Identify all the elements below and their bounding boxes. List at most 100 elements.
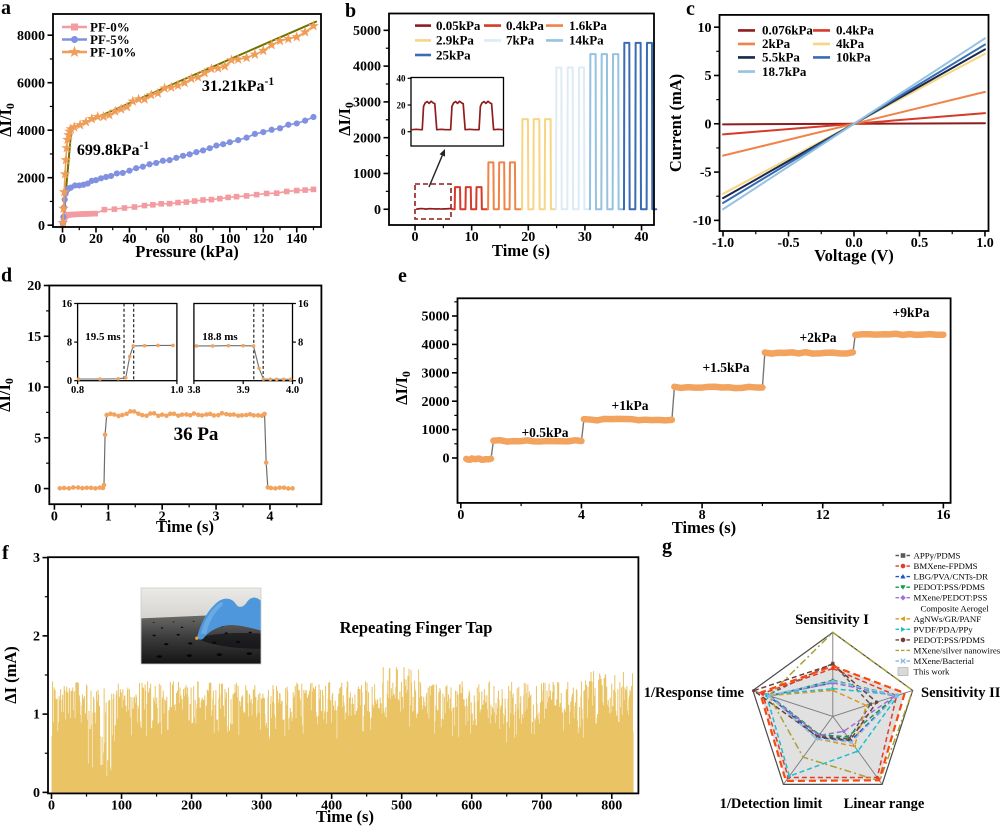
dot-marker <box>156 343 160 348</box>
circle-marker <box>276 125 284 132</box>
x-tick-label: 0 <box>59 232 66 247</box>
dot-marker <box>167 411 173 417</box>
square-marker <box>158 200 165 207</box>
square-marker <box>216 195 223 202</box>
square-marker <box>253 191 260 198</box>
dot-marker <box>164 413 169 419</box>
x-tick-label: 40 <box>635 230 649 245</box>
legend-label: 18.7kPa <box>762 64 807 79</box>
legend-label: 25kPa <box>436 47 471 62</box>
series-finger-tap-spikes <box>51 667 634 793</box>
series-response-36Pa <box>59 410 294 490</box>
circle-marker <box>153 159 160 167</box>
inset-y-tick-label: 8 <box>298 338 303 349</box>
y-tick-label: 2000 <box>422 395 450 410</box>
star-marker <box>159 82 170 93</box>
tri-left-marker <box>852 744 856 749</box>
dot-marker <box>171 411 177 417</box>
series-1.6kPa <box>486 161 523 211</box>
y-axis-label: ΔI/I0 <box>0 103 17 137</box>
dot-marker <box>204 412 209 417</box>
y-axis-label: Current (mA) <box>666 74 685 172</box>
dot-marker <box>139 412 145 418</box>
square-marker <box>200 197 206 203</box>
star-marker <box>59 168 71 179</box>
radar-series-MXene/Bacterial <box>767 680 899 744</box>
dot-marker <box>116 413 121 419</box>
star-marker <box>57 217 69 228</box>
series-PF-5% <box>62 116 315 225</box>
y-tick-label: 4000 <box>353 60 381 75</box>
radar-legend-label: MXene/Bacterial <box>914 656 975 666</box>
tri-right-marker <box>831 686 835 691</box>
star-marker <box>145 89 157 100</box>
dot-marker <box>98 377 102 381</box>
legend-label: 14kPa <box>569 33 604 48</box>
radar-markers-MXene/Bacterial <box>766 678 899 745</box>
y-tick-label: 3000 <box>422 366 450 381</box>
y-tick-label: 0 <box>443 452 450 467</box>
dot-marker <box>179 412 185 417</box>
dot-marker <box>116 376 121 381</box>
circle-marker <box>831 666 835 671</box>
star-marker <box>199 67 211 78</box>
x-tick-label: 10 <box>465 230 479 245</box>
x-marker <box>849 740 854 745</box>
radar-legend-label: PEDOT:PSS/PDMS <box>914 582 986 592</box>
y-tick-label: 20 <box>27 279 41 294</box>
hexagon-marker <box>875 700 879 704</box>
dot-marker <box>251 344 256 348</box>
square-marker <box>243 193 250 199</box>
x-marker <box>766 693 772 698</box>
dot-marker <box>120 412 125 418</box>
dot-marker <box>257 366 261 370</box>
y-tick-label: 4000 <box>422 338 450 353</box>
radar-legend-label: MXene/silver nanowires <box>914 645 1000 655</box>
dot-marker <box>75 485 81 490</box>
circle-marker <box>226 139 233 146</box>
dot-marker <box>255 413 261 418</box>
x-tick-label: 0.0 <box>845 236 863 251</box>
panel-c: -1.0 -0.5 0.0 0.5 1.0 -10 -5 0 5 10 Voltage (V) Cur… <box>666 0 994 265</box>
x-tick-label: 500 <box>391 799 412 814</box>
axes-frame <box>48 284 323 506</box>
square-marker <box>847 737 851 741</box>
dot-marker <box>184 412 189 417</box>
star-marker <box>68 45 81 58</box>
sensor-dot <box>195 636 199 640</box>
dot-marker <box>223 411 229 417</box>
square-marker <box>131 204 138 210</box>
diamond-marker <box>900 594 906 601</box>
panel-f: 0 100 200 300 400 500 600 700 800 0 1 2 3 Time (s) ΔI … <box>1 542 640 826</box>
circle-marker <box>206 145 213 152</box>
axes-frame <box>456 297 952 504</box>
x-tick-label: 400 <box>321 799 342 814</box>
circle-marker <box>268 126 275 133</box>
annotation: 699.8kPa-1 <box>77 140 150 159</box>
radar-series-MXene/silver nanowires <box>767 631 914 782</box>
dot-marker <box>281 377 286 382</box>
series-2.9kPa <box>520 118 557 211</box>
dot-marker <box>277 485 282 490</box>
star-marker <box>115 103 127 114</box>
x-tick-label: 8 <box>699 508 706 523</box>
dot-marker <box>262 411 267 417</box>
plot-area <box>463 330 947 464</box>
square-marker <box>273 190 280 196</box>
y-tick-label: 4000 <box>17 124 45 139</box>
y-tick-label: 1000 <box>422 423 450 438</box>
star-marker <box>60 154 72 165</box>
gloved-finger <box>197 597 261 640</box>
tri-right-marker <box>901 626 906 632</box>
series-response-36Pa-markers <box>57 409 295 491</box>
square-marker <box>293 187 300 194</box>
star-marker <box>192 71 204 82</box>
star-marker <box>212 62 224 73</box>
zoom-arrow <box>428 155 443 188</box>
y-tick-label: 0 <box>38 219 45 234</box>
y-tick-label: 2000 <box>17 171 45 186</box>
y-tick-label: 3 <box>33 551 40 566</box>
series-14kPa <box>588 53 625 211</box>
star-marker <box>283 33 294 44</box>
square-marker <box>101 206 108 213</box>
